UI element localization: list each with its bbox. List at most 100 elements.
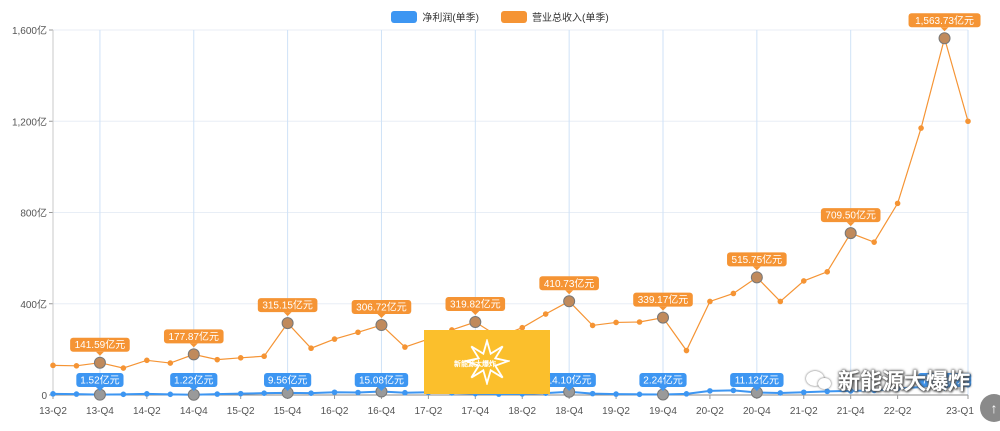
legend-label-net-profit: 净利润(单季) bbox=[422, 13, 479, 24]
x-tick-label: 15-Q4 bbox=[274, 406, 302, 417]
data-point-net-profit bbox=[50, 391, 56, 397]
data-point-net-profit bbox=[261, 390, 267, 396]
data-label-pointer-revenue bbox=[189, 343, 198, 348]
data-label-box-revenue bbox=[445, 297, 506, 312]
data-label-box-revenue bbox=[163, 329, 224, 344]
x-tick-label: 18-Q4 bbox=[555, 406, 583, 417]
data-label-revenue: 141.59亿元 bbox=[75, 338, 126, 351]
x-tick-label: 13-Q2 bbox=[39, 406, 67, 417]
data-label-pointer-net-profit bbox=[189, 387, 198, 391]
y-tick-label: 400亿 bbox=[20, 298, 47, 311]
data-point-revenue bbox=[844, 227, 857, 240]
scroll-button[interactable]: ↑ bbox=[980, 394, 1000, 422]
data-point-revenue bbox=[563, 295, 576, 308]
data-point-revenue bbox=[73, 363, 80, 369]
data-point-net-profit bbox=[308, 390, 314, 396]
watermark: 新能源大爆炸 bbox=[805, 364, 970, 396]
data-label-box-net-profit bbox=[264, 373, 312, 387]
x-tick-label: 21-Q4 bbox=[837, 406, 865, 417]
data-point-revenue bbox=[730, 290, 737, 297]
series-line-revenue bbox=[52, 35, 969, 369]
data-point-net-profit bbox=[402, 389, 408, 396]
legend-item-net-profit[interactable]: 净利润(单季) bbox=[391, 9, 479, 24]
data-point-net-profit bbox=[894, 385, 901, 392]
data-point-revenue bbox=[469, 316, 482, 329]
legend-swatch-revenue bbox=[501, 10, 527, 23]
x-tick-label: 14-Q2 bbox=[133, 406, 161, 417]
legend: 净利润(单季) 营业总收入(单季) bbox=[0, 9, 1000, 24]
data-label-box-revenue bbox=[908, 13, 981, 28]
data-point-revenue bbox=[800, 278, 807, 284]
data-label-box-net-profit bbox=[76, 373, 124, 387]
data-point-revenue bbox=[657, 311, 669, 324]
data-label-pointer-net-profit bbox=[377, 387, 386, 391]
data-point-revenue bbox=[331, 336, 338, 342]
x-tick-label: 15-Q2 bbox=[227, 406, 255, 417]
x-tick-label: 17-Q2 bbox=[414, 406, 442, 417]
data-label-box-net-profit bbox=[917, 373, 972, 387]
data-label-pointer-revenue bbox=[95, 351, 104, 356]
data-point-revenue bbox=[750, 271, 763, 284]
data-label-box-revenue bbox=[820, 208, 881, 223]
data-label-box-net-profit bbox=[354, 373, 409, 387]
data-point-net-profit bbox=[824, 388, 831, 395]
data-label-revenue: 339.17亿元 bbox=[638, 293, 689, 306]
data-point-revenue bbox=[167, 360, 174, 366]
x-tick-label: 23-Q1 bbox=[946, 406, 974, 417]
data-point-revenue bbox=[636, 319, 643, 325]
data-point-revenue bbox=[281, 317, 294, 330]
data-label-box-net-profit bbox=[639, 373, 687, 387]
legend-swatch-net-profit bbox=[391, 10, 418, 23]
data-point-net-profit bbox=[144, 391, 150, 397]
data-point-revenue bbox=[589, 322, 596, 329]
legend-item-revenue[interactable]: 营业总收入(单季) bbox=[501, 9, 609, 24]
arrow-icon: ↑ bbox=[990, 400, 998, 416]
data-point-net-profit bbox=[683, 391, 690, 397]
data-point-net-profit bbox=[73, 391, 80, 397]
data-label-pointer-net-profit bbox=[940, 387, 949, 391]
data-point-revenue bbox=[894, 200, 901, 207]
data-point-net-profit bbox=[589, 390, 596, 397]
burst-icon bbox=[464, 339, 510, 385]
y-tick-label: 1,600亿 bbox=[12, 24, 47, 37]
data-point-net-profit bbox=[871, 387, 877, 394]
data-point-revenue bbox=[375, 319, 388, 332]
data-point-net-profit bbox=[730, 387, 737, 394]
data-label-revenue: 515.75亿元 bbox=[732, 253, 783, 266]
x-tick-label: 16-Q2 bbox=[321, 406, 349, 417]
data-label-pointer-revenue bbox=[565, 290, 574, 295]
brand-logo: 新能源大爆炸 bbox=[424, 330, 550, 394]
x-tick-label: 22-Q2 bbox=[884, 406, 912, 417]
data-point-revenue bbox=[777, 298, 784, 305]
data-label-box-net-profit bbox=[542, 373, 596, 387]
data-label-box-net-profit bbox=[170, 373, 218, 387]
wechat-icon bbox=[805, 369, 832, 391]
data-point-revenue bbox=[683, 347, 690, 354]
data-label-box-revenue bbox=[351, 300, 412, 315]
data-label-pointer-net-profit bbox=[95, 387, 104, 391]
x-tick-label: 19-Q2 bbox=[602, 406, 630, 417]
data-label-revenue: 410.73亿元 bbox=[544, 277, 595, 290]
data-label-box-revenue bbox=[539, 276, 599, 291]
data-label-pointer-revenue bbox=[377, 314, 386, 319]
logo-text: 新能源大爆炸 bbox=[454, 361, 496, 368]
x-tick-label: 20-Q4 bbox=[743, 406, 771, 417]
data-label-pointer-revenue bbox=[283, 312, 292, 317]
data-point-net-profit bbox=[777, 390, 784, 396]
data-point-revenue bbox=[965, 118, 971, 125]
y-tick-label: 0 bbox=[41, 391, 47, 402]
x-tick-label: 21-Q2 bbox=[790, 406, 818, 417]
x-tick-label: 13-Q4 bbox=[86, 406, 114, 417]
data-label-box-revenue bbox=[727, 252, 787, 267]
data-label-pointer-net-profit bbox=[283, 387, 292, 391]
data-point-revenue bbox=[214, 356, 221, 363]
data-label-pointer-net-profit bbox=[752, 387, 761, 391]
y-tick-label: 800亿 bbox=[20, 207, 47, 220]
data-label-net-profit: 1.52亿元 bbox=[80, 374, 119, 387]
data-label-pointer-revenue bbox=[752, 266, 761, 271]
data-label-pointer-net-profit bbox=[565, 387, 574, 391]
x-tick-label: 14-Q4 bbox=[180, 406, 208, 417]
legend-label-revenue: 营业总收入(单季) bbox=[532, 13, 609, 24]
x-tick-label: 16-Q4 bbox=[368, 406, 396, 417]
data-label-pointer-revenue bbox=[846, 222, 855, 227]
